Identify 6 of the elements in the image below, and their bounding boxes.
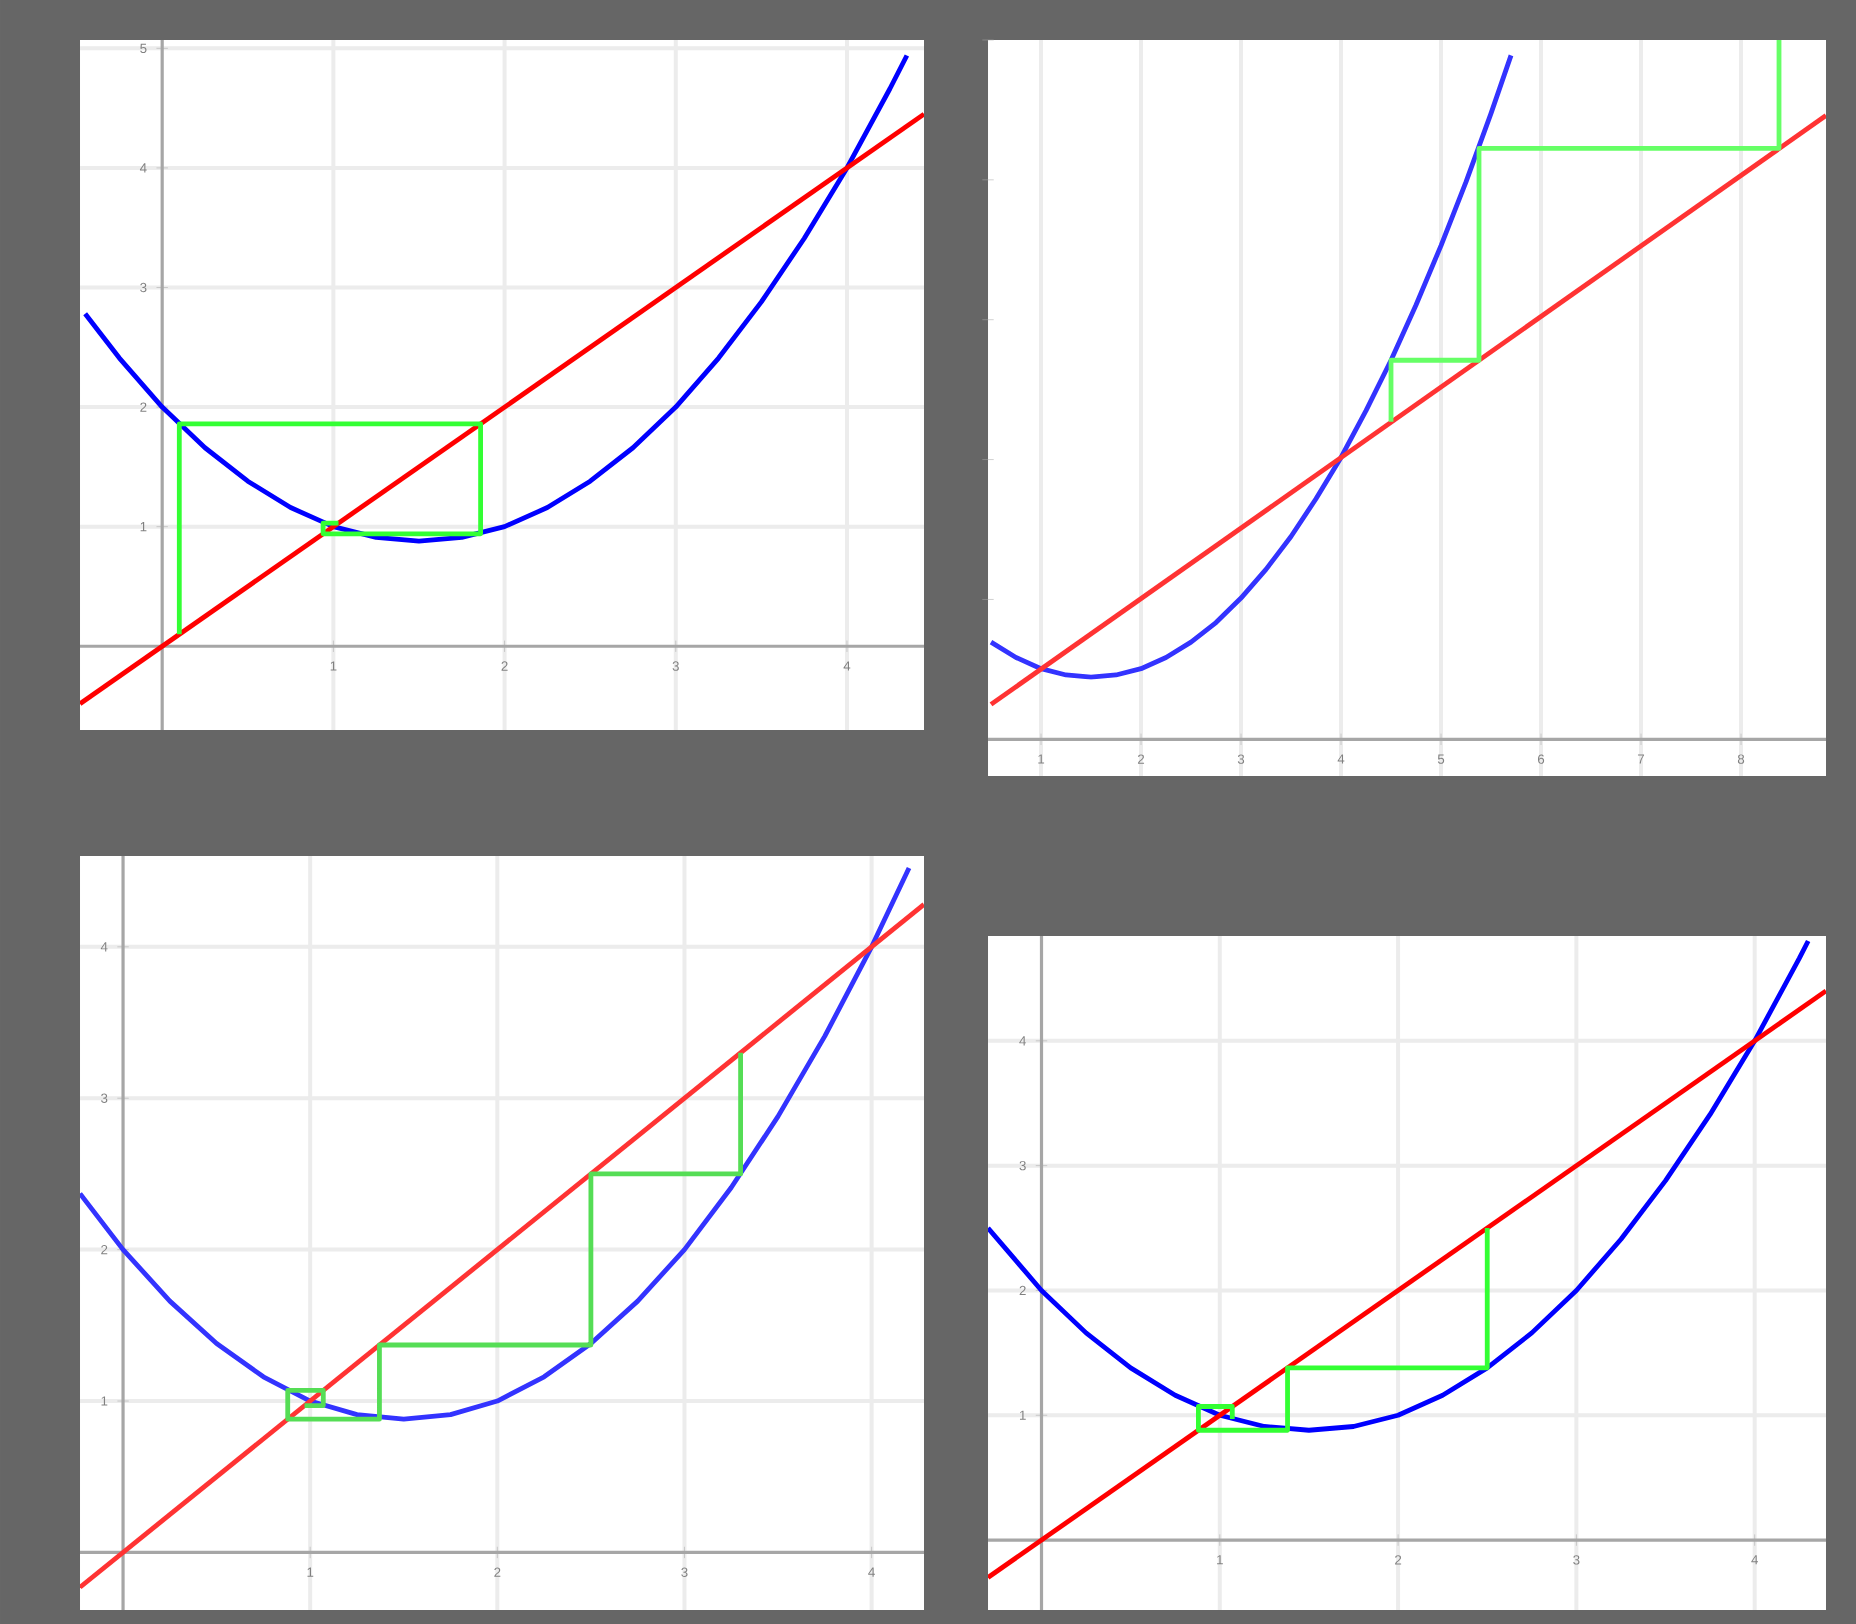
line-series xyxy=(82,53,910,544)
line-series xyxy=(80,865,912,1422)
line-series xyxy=(285,1050,743,1422)
line-series xyxy=(988,938,1811,1433)
line-series xyxy=(1196,1225,1490,1433)
line-series xyxy=(176,421,483,637)
